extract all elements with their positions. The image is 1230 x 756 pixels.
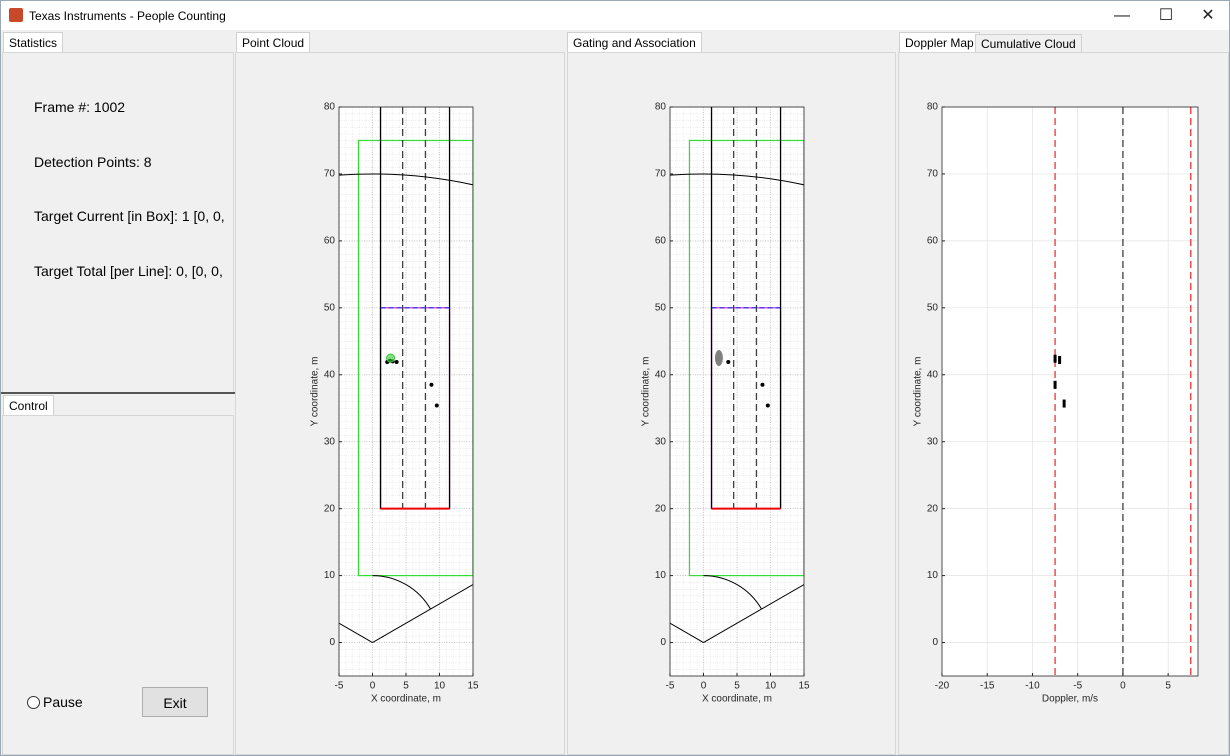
tab[interactable]: Control (3, 395, 54, 415)
stat-line: Target Total [per Line]: 0, [0, 0, (34, 263, 223, 279)
point (434, 403, 439, 408)
minor-grid (670, 107, 804, 676)
y-tick-label: 40 (927, 369, 939, 380)
minor-grid (339, 107, 473, 676)
maximize-button[interactable]: ☐ (1158, 7, 1174, 24)
x-tick-label: 5 (403, 681, 409, 692)
point (760, 382, 765, 387)
y-tick-label: 60 (324, 236, 336, 247)
pause-radio[interactable] (27, 696, 40, 709)
point (1053, 354, 1057, 363)
y-tick-label: 80 (927, 102, 939, 113)
x-tick-label: 10 (434, 681, 446, 692)
y-tick-label: 80 (324, 102, 336, 113)
y-tick-label: 50 (324, 302, 336, 313)
x-tick-label: 10 (765, 681, 777, 692)
x-tick-label: 5 (1165, 681, 1171, 692)
axes-box (941, 106, 1199, 677)
range-arc (372, 575, 431, 610)
minimize-button[interactable]: — (1114, 7, 1130, 24)
y-tick-label: 80 (655, 102, 667, 113)
point (726, 360, 731, 365)
y-tick-label: 0 (660, 637, 666, 648)
y-tick-label: 60 (655, 236, 667, 247)
point (429, 382, 434, 387)
x-tick-label: -15 (980, 681, 995, 692)
x-axis-label: X coordinate, m (702, 694, 772, 705)
y-tick-label: 40 (655, 369, 667, 380)
title-bar: Texas Instruments - People Counting — ☐ … (1, 1, 1229, 30)
x-tick-label: -10 (1025, 681, 1040, 692)
x-tick-label: -5 (666, 681, 675, 692)
x-axis-label: Doppler, m/s (1042, 694, 1098, 705)
point (1053, 380, 1057, 389)
window-title: Texas Instruments - People Counting (29, 9, 226, 23)
point (1062, 399, 1066, 408)
range-arc (670, 173, 804, 186)
y-tick-label: 40 (324, 369, 336, 380)
plot-content (942, 107, 1198, 676)
y-tick-label: 10 (927, 570, 939, 581)
point (394, 360, 399, 365)
x-tick-label: 15 (467, 681, 479, 692)
tab[interactable]: Gating and Association (567, 32, 702, 52)
y-tick-label: 70 (655, 169, 667, 180)
gate-ellipse (714, 350, 723, 367)
point (765, 403, 770, 408)
x-tick-label: 0 (370, 681, 376, 692)
y-tick-label: 30 (927, 436, 939, 447)
tab[interactable]: Point Cloud (236, 32, 311, 52)
y-axis-label: Y coordinate, m (913, 357, 924, 427)
range-arc (703, 575, 762, 610)
x-tick-label: -5 (335, 681, 344, 692)
x-tick-label: -20 (935, 681, 950, 692)
stat-line: Detection Points: 8 (34, 154, 152, 170)
y-tick-label: 20 (324, 503, 336, 514)
axes-box (338, 106, 474, 677)
tab[interactable]: Cumulative Cloud (975, 34, 1082, 52)
y-tick-label: 0 (932, 637, 938, 648)
x-tick-label: 0 (701, 681, 707, 692)
y-axis-label: Y coordinate, m (641, 357, 652, 427)
track-marker (386, 353, 396, 363)
y-tick-label: 60 (927, 236, 939, 247)
fov-line (339, 622, 373, 643)
y-tick-label: 50 (655, 302, 667, 313)
y-tick-label: 70 (927, 169, 939, 180)
plot: -5 0 5 10 15 0 10 20 30 40 50 60 70 80 X coordinate, m… (641, 102, 810, 705)
y-tick-label: 30 (324, 436, 336, 447)
y-tick-label: 10 (655, 570, 667, 581)
stat-line: Target Current [in Box]: 1 [0, 0, (34, 208, 225, 224)
x-tick-label: 5 (734, 681, 740, 692)
y-tick-label: 20 (655, 503, 667, 514)
point (1058, 356, 1062, 365)
x-axis-label: X coordinate, m (371, 694, 441, 705)
range-arc (339, 173, 473, 186)
exit-button[interactable]: Exit (142, 687, 208, 717)
divider (1, 392, 235, 394)
pause-label[interactable]: Pause (43, 694, 83, 710)
plot: -5 0 5 10 15 0 10 20 30 40 50 60 70 80 X coordinate, m… (310, 102, 479, 705)
y-tick-label: 30 (655, 436, 667, 447)
y-tick-label: 10 (324, 570, 336, 581)
tab[interactable]: Statistics (3, 32, 64, 52)
y-tick-label: 0 (329, 637, 335, 648)
y-tick-label: 70 (324, 169, 336, 180)
x-tick-label: 15 (798, 681, 810, 692)
x-tick-label: -5 (1073, 681, 1082, 692)
statistics-panel (2, 52, 234, 393)
x-tick-label: 0 (1120, 681, 1126, 692)
close-button[interactable]: ✕ (1201, 7, 1215, 24)
app-icon (9, 8, 23, 22)
plot-area (942, 107, 1198, 676)
y-tick-label: 20 (927, 503, 939, 514)
y-tick-label: 50 (927, 302, 939, 313)
y-axis-label: Y coordinate, m (310, 357, 321, 427)
stat-line: Frame #: 1002 (34, 99, 126, 115)
axes-box (669, 106, 805, 677)
